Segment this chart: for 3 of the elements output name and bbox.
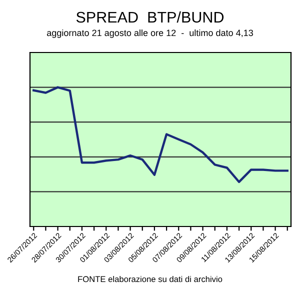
source-note: FONTE elaborazione su dati di archivio (78, 276, 222, 282)
chart-title: SPREAD BTP/BUND (76, 11, 224, 23)
chart-subtitle: aggiornato 21 agosto alle ore 12 - ultimo dato 4,13 (47, 29, 253, 38)
